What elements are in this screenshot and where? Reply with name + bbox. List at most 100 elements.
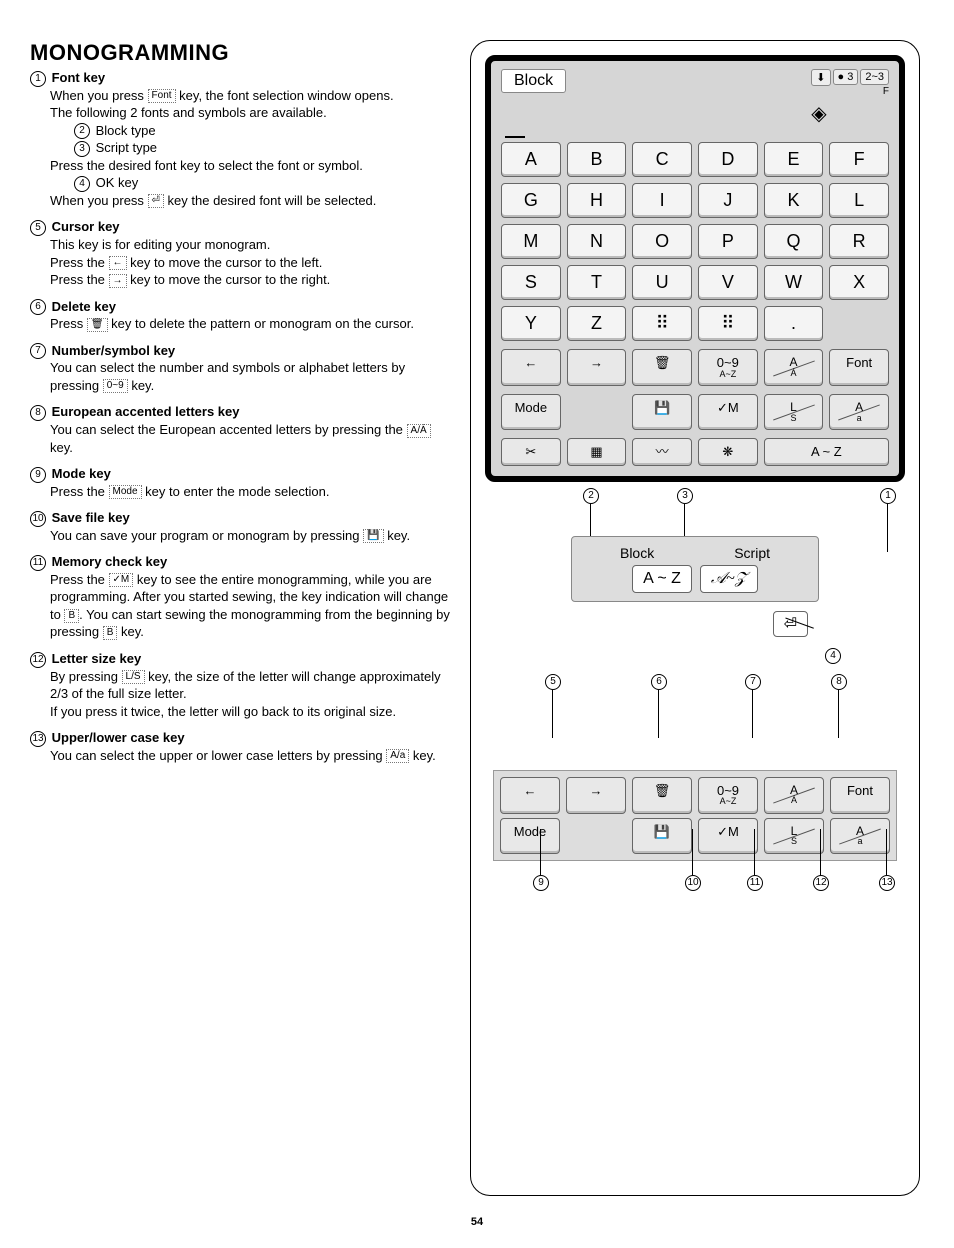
letter-key[interactable]: P xyxy=(698,224,758,259)
item-9: 9 Mode keyPress the Mode key to enter th… xyxy=(30,466,450,500)
misc-key[interactable]: 〰 xyxy=(632,438,692,466)
callout-6: 6 xyxy=(651,674,669,690)
misc-key[interactable]: ❋ xyxy=(698,438,758,466)
letter-key[interactable]: W xyxy=(764,265,824,300)
number-symbol-key[interactable]: 0~9A~Z xyxy=(698,777,758,814)
letter-key[interactable]: F xyxy=(829,142,889,177)
letter-key[interactable]: ⠿ xyxy=(698,306,758,341)
indicator: 2~3 xyxy=(860,69,889,85)
callout-8: 8 xyxy=(831,674,849,690)
letter-key[interactable]: A xyxy=(501,142,561,177)
page-number: 54 xyxy=(30,1216,924,1228)
letter-key[interactable]: U xyxy=(632,265,692,300)
letter-key[interactable]: ⠿ xyxy=(632,306,692,341)
block-font-option[interactable]: A ~ Z xyxy=(632,565,692,593)
callout-4: 4 xyxy=(825,648,841,664)
letter-key[interactable]: . xyxy=(764,306,824,341)
letter-key[interactable]: O xyxy=(632,224,692,259)
misc-key[interactable]: ▦ xyxy=(567,438,627,466)
letter-key[interactable]: L xyxy=(829,183,889,218)
indicator: ⬇ xyxy=(811,69,830,86)
inline-key: Mode xyxy=(109,485,142,499)
callout-9: 9 xyxy=(533,875,551,891)
letter-key[interactable]: D xyxy=(698,142,758,177)
f-label: F xyxy=(811,86,889,97)
letter-key[interactable]: Q xyxy=(764,224,824,259)
letter-key[interactable]: N xyxy=(567,224,627,259)
letter-key[interactable]: T xyxy=(567,265,627,300)
cursor-right-key[interactable]: → xyxy=(567,349,627,386)
script-font-option[interactable]: 𝒜~𝒵 xyxy=(700,565,758,593)
page-title: MONOGRAMMING xyxy=(30,40,450,66)
letter-key[interactable]: K xyxy=(764,183,824,218)
letter-key[interactable]: M xyxy=(501,224,561,259)
alphabet-grid: ABCDEFGHIJKLMNOPQRSTUVWXYZ⠿⠿. xyxy=(497,138,893,345)
item-6: 6 Delete keyPress 🗑 key to delete the pa… xyxy=(30,299,450,333)
item-7: 7 Number/symbol keyYou can select the nu… xyxy=(30,343,450,395)
misc-key[interactable]: ✂ xyxy=(501,438,561,466)
font-key[interactable]: Font xyxy=(830,777,890,814)
inline-key: 💾 xyxy=(363,529,383,543)
inline-key: ⏎ xyxy=(148,194,164,208)
letter-key[interactable]: E xyxy=(764,142,824,177)
letter-size-key[interactable]: LS xyxy=(764,394,824,430)
callout-7: 7 xyxy=(745,674,763,690)
item-10: 10 Save file keyYou can save your progra… xyxy=(30,510,450,544)
mode-key[interactable]: Mode xyxy=(500,818,560,854)
inline-key: A/Á xyxy=(407,424,431,438)
letter-key[interactable]: I xyxy=(632,183,692,218)
lcd-screen: Block ⬇● 32~3 F ◈ ABCDEFGHIJKLMNOPQRSTUV… xyxy=(485,55,905,482)
memory-check-key[interactable]: ✓M xyxy=(698,818,758,854)
letter-key[interactable]: H xyxy=(567,183,627,218)
letter-key[interactable]: V xyxy=(698,265,758,300)
upper-lower-case-key[interactable]: Aa xyxy=(830,818,890,854)
save-file-key[interactable]: 💾 xyxy=(632,818,692,854)
font-key[interactable]: Font xyxy=(829,349,889,386)
callout-2: 2 xyxy=(583,488,601,504)
delete-key[interactable]: 🗑 xyxy=(632,777,692,814)
callout-row-mid: 5 6 7 8 xyxy=(485,674,905,700)
memory-check-key[interactable]: ✓M xyxy=(698,394,758,430)
callout-5: 5 xyxy=(545,674,563,690)
letter-key[interactable]: G xyxy=(501,183,561,218)
callout-row-bot: 910111213 xyxy=(485,875,905,901)
number-symbol-key[interactable]: 0~9A~Z xyxy=(698,349,758,386)
cursor-left-key[interactable]: ← xyxy=(500,777,560,814)
letter-key[interactable]: S xyxy=(501,265,561,300)
letter-key[interactable]: J xyxy=(698,183,758,218)
letter-key[interactable]: X xyxy=(829,265,889,300)
letter-key[interactable]: Y xyxy=(501,306,561,341)
font-select-popup: Block Script A ~ Z 𝒜~𝒵 ⏎ xyxy=(571,536,819,602)
inline-key: 🗑 xyxy=(87,318,108,332)
letter-key[interactable]: Z xyxy=(567,306,627,341)
accented-letters-key[interactable]: AÁ xyxy=(764,349,824,386)
letter-size-key[interactable]: LS xyxy=(764,818,824,854)
callout-10: 10 xyxy=(685,875,703,891)
mode-key[interactable]: Mode xyxy=(501,394,561,430)
item-13: 13 Upper/lower case keyYou can select th… xyxy=(30,730,450,764)
inline-key: → xyxy=(109,274,127,288)
inline-key: ✓M xyxy=(109,573,134,587)
script-label: Script xyxy=(734,545,770,561)
letter-key[interactable]: B xyxy=(567,142,627,177)
inline-key: A/a xyxy=(386,749,409,763)
delete-key[interactable]: 🗑 xyxy=(632,349,692,386)
cursor-left-key[interactable]: ← xyxy=(501,349,561,386)
letter-key[interactable]: R xyxy=(829,224,889,259)
callout-12: 12 xyxy=(813,875,831,891)
callout-11: 11 xyxy=(747,875,765,891)
font-name-display: Block xyxy=(501,69,566,93)
letter-key[interactable]: C xyxy=(632,142,692,177)
item-11: 11 Memory check keyPress the ✓M key to s… xyxy=(30,554,450,641)
block-label: Block xyxy=(620,545,654,561)
range-key[interactable]: A ~ Z xyxy=(764,438,889,466)
upper-lower-case-key[interactable]: Aa xyxy=(829,394,889,430)
item-12: 12 Letter size keyBy pressing L/S key, t… xyxy=(30,651,450,720)
item-1: 1 Font keyWhen you press Font key, the f… xyxy=(30,70,450,209)
fn-detail-panel: ←→🗑0~9A~ZAÁFont Mode 💾✓MLSAa xyxy=(493,770,897,861)
inline-key: 0~9 xyxy=(103,379,128,393)
accented-letters-key[interactable]: AÁ xyxy=(764,777,824,814)
item-8: 8 European accented letters keyYou can s… xyxy=(30,404,450,456)
cursor-right-key[interactable]: → xyxy=(566,777,626,814)
save-file-key[interactable]: 💾 xyxy=(632,394,692,430)
